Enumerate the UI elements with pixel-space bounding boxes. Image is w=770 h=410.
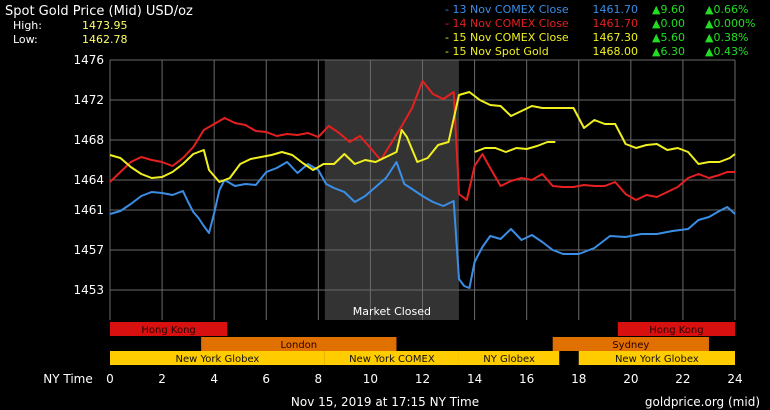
session-bar-fill [458,351,560,365]
session-bar-6: NY Globex [458,351,560,365]
legend-label: - 13 Nov COMEX Close [445,3,569,16]
x-tick-label-7: 14 [467,372,482,386]
series-line-2 [109,91,736,183]
legend-change: ▲0.00 [652,17,685,30]
session-label: Hong Kong [141,325,195,336]
y-tick-label-0: 1453 [73,283,104,297]
series-lines [109,80,736,289]
session-bar-fill [617,322,735,336]
session-bar-fill [110,351,325,365]
session-bar-0: Hong Kong [110,322,228,336]
timestamp: Nov 15, 2019 at 17:15 NY Time [291,395,479,409]
x-tick-label-4: 8 [315,372,323,386]
low-value: 1462.78 [82,33,128,46]
x-tick-label-8: 16 [519,372,534,386]
high-label: High: [13,19,42,32]
legend-row-3: - 15 Nov Spot Gold 1468.00 ▲6.30 ▲0.43% [445,45,748,58]
y-tick-label-6: 1476 [73,53,104,67]
y-tick-label-2: 1461 [73,203,104,217]
legend-price: 1467.30 [593,31,639,44]
x-tick-label-2: 4 [210,372,218,386]
grid [109,59,736,320]
legend-pct: ▲0.43% [705,45,748,58]
legend-pct: ▲0.000% [705,17,755,30]
y-tick-label-4: 1468 [73,133,104,147]
legend-row-1: - 14 Nov COMEX Close 1461.70 ▲0.00 ▲0.000% [445,17,755,30]
legend-price: 1468.00 [593,45,639,58]
session-label: NY Globex [483,354,535,365]
legend-change: ▲5.60 [652,31,685,44]
x-tick-label-5: 10 [363,372,378,386]
session-bar-4: New York Globex [110,351,325,365]
x-tick-label-3: 6 [262,372,270,386]
legend-pct: ▲0.38% [705,31,748,44]
legend-pct: ▲0.66% [705,3,748,16]
session-label: London [280,340,317,351]
x-tick-label-6: 12 [415,372,430,386]
axes: 0 2 4 6 8 10 12 14 16 18 20 22 241453145714611464146… [73,53,742,386]
session-bar-fill [110,322,228,336]
legend: - 13 Nov COMEX Close 1461.70 ▲9.60 ▲0.66%- … [445,3,755,58]
x-tick-label-0: 0 [106,372,114,386]
session-bar-fill [201,337,397,351]
series-line-0 [109,161,736,289]
x-axis-label: NY Time [43,372,93,386]
market-closed-label: Market Closed [353,305,431,318]
series-line-3 [474,141,556,153]
x-tick-label-12: 24 [727,372,742,386]
legend-price: 1461.70 [593,3,639,16]
session-label: Sydney [612,340,649,351]
session-label: Hong Kong [649,325,703,336]
source-credit: goldprice.org (mid) [645,395,760,409]
series-line-1 [109,80,735,201]
x-tick-label-9: 18 [571,372,586,386]
x-tick-label-10: 20 [623,372,638,386]
legend-row-2: - 15 Nov COMEX Close 1467.30 ▲5.60 ▲0.38% [445,31,748,44]
y-tick-label-1: 1457 [73,243,104,257]
market-closed-band [324,60,459,320]
y-tick-label-5: 1472 [73,93,104,107]
trading-sessions: Hong Kong Hong Kong London Sydney New York G… [110,322,735,365]
legend-label: - 15 Nov COMEX Close [445,31,569,44]
session-bar-2: London [201,337,397,351]
session-bar-5: New York COMEX [324,351,459,365]
legend-row-0: - 13 Nov COMEX Close 1461.70 ▲9.60 ▲0.66% [445,3,748,16]
session-label: New York Globex [175,354,259,365]
legend-label: - 14 Nov COMEX Close [445,17,569,30]
x-tick-label-1: 2 [158,372,166,386]
y-tick-label-3: 1464 [73,173,104,187]
session-bar-fill [578,351,735,365]
legend-price: 1461.70 [593,17,639,30]
legend-change: ▲9.60 [652,3,685,16]
session-bar-fill [552,337,709,351]
session-bar-fill [324,351,459,365]
session-label: New York Globex [615,354,699,365]
session-bar-3: Sydney [552,337,709,351]
low-label: Low: [13,33,38,46]
session-label: New York COMEX [349,354,435,365]
high-value: 1473.95 [82,19,128,32]
session-bar-7: New York Globex [578,351,735,365]
session-bar-1: Hong Kong [617,322,735,336]
legend-change: ▲6.30 [652,45,685,58]
x-tick-label-11: 22 [675,372,690,386]
chart-title: Spot Gold Price (Mid) USD/oz [5,4,193,19]
legend-label: - 15 Nov Spot Gold [445,45,549,58]
